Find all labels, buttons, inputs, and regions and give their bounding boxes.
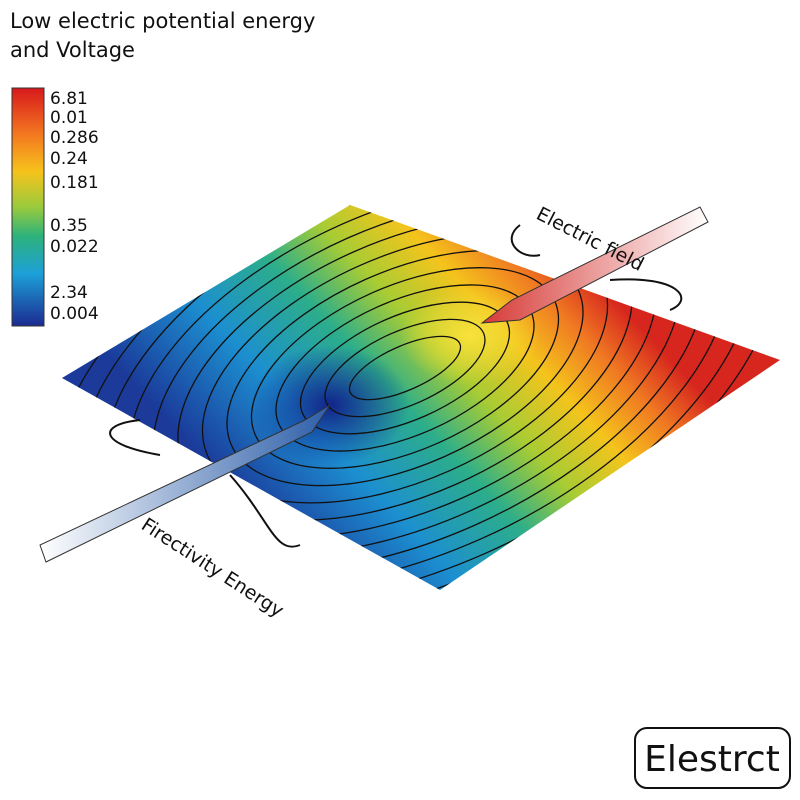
colorbar-label: 0.004 xyxy=(50,304,99,324)
colorbar xyxy=(11,87,45,327)
field-line xyxy=(226,249,584,487)
field-line xyxy=(299,301,511,435)
title: Low electric potential energy xyxy=(10,9,315,33)
colorbar-label: 0.022 xyxy=(50,237,99,257)
arrow xyxy=(39,404,331,563)
colorbar-label: 0.286 xyxy=(50,128,99,148)
field-line xyxy=(348,335,462,401)
arrow xyxy=(480,206,709,324)
colorbar-label: 6.81 xyxy=(50,89,88,109)
colorbar-label: 0.181 xyxy=(50,173,99,193)
colorbar-label: 2.34 xyxy=(50,283,88,303)
field-line xyxy=(324,318,486,418)
colorbar-label: 0.35 xyxy=(50,216,88,236)
title: and Voltage xyxy=(10,38,135,62)
button-label: Elestrct xyxy=(644,739,780,780)
colorbar-label: 0.01 xyxy=(50,108,88,128)
label: Firectivity Energy xyxy=(137,514,287,622)
button[interactable]: Elestrct xyxy=(634,727,791,789)
curl-arrows xyxy=(109,224,683,548)
button-frame xyxy=(634,727,791,789)
colorbar-label: 0.24 xyxy=(50,149,88,169)
surface xyxy=(62,205,780,590)
